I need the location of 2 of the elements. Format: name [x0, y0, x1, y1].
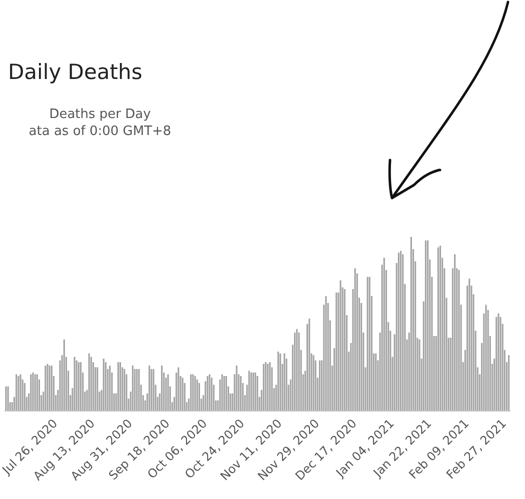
- chart-subtitle: Deaths per Day ata as of 0:00 GMT+8: [28, 106, 172, 140]
- chart-title: Daily Deaths: [8, 60, 142, 84]
